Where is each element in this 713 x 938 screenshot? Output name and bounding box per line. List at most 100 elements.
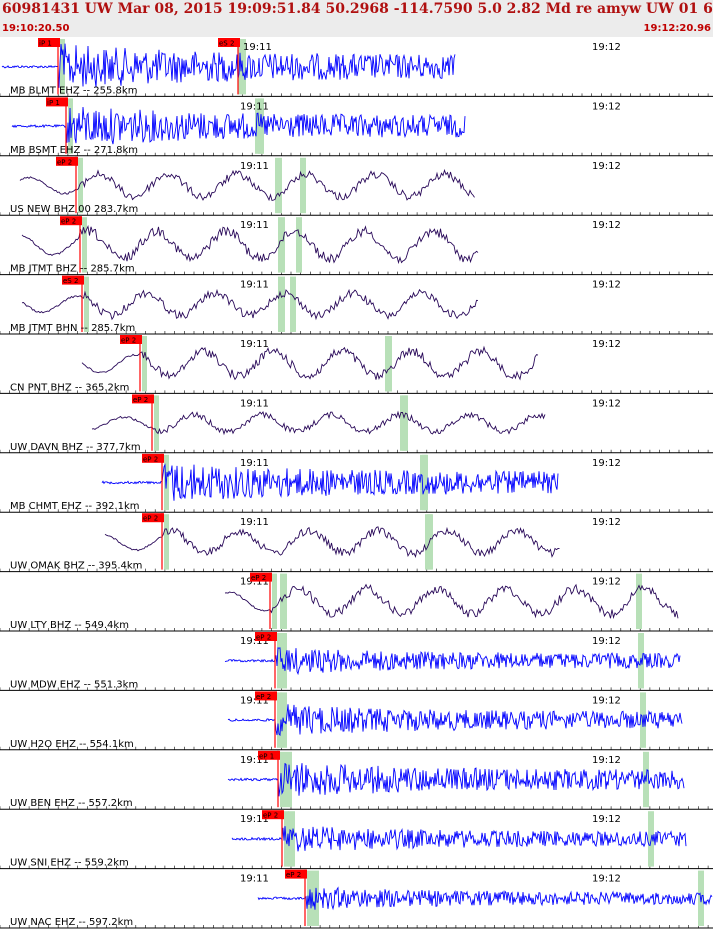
minute-label: 19:12 [592, 755, 621, 766]
trace-row[interactable]: 19:11 19:12 eP 2 US NEW BHZ 00 283.7km [0, 156, 713, 216]
window-band [258, 98, 264, 154]
pick-flag[interactable] [132, 394, 154, 404]
station-label: UW LTY BHZ -- 549.4km [10, 620, 129, 631]
pick-flag[interactable] [62, 275, 84, 285]
trace-row[interactable]: 19:11 19:12 eP 1 UW BEN EHZ -- 557.2km [0, 750, 713, 810]
window-band [300, 157, 306, 214]
pick-flag[interactable] [285, 869, 307, 879]
station-label: UW MDW EHZ -- 551.3km [10, 679, 138, 690]
trace-row[interactable]: 19:11 19:12 eP 2 UW MDW EHZ -- 551.3km [0, 632, 713, 691]
trace-row[interactable]: 19:11 19:12 eP 2 UW SNI EHZ -- 559.2km [0, 810, 713, 870]
pick-flag[interactable] [255, 632, 277, 641]
trace-row[interactable]: 19:11 19:12 eP 2 MB CHMT EHZ -- 392.1km [0, 453, 713, 513]
pick-label: iP 1 [47, 99, 60, 107]
pick-flag[interactable] [142, 453, 164, 463]
minute-label: 19:12 [592, 161, 621, 172]
pick-flag[interactable] [258, 750, 280, 760]
pick-label: iP 1 [39, 40, 52, 48]
trace-row[interactable]: 19:11 19:12 eP 2 UW OMAK BHZ -- 395.4km [0, 513, 713, 573]
window-band [82, 217, 87, 273]
waveform [81, 345, 539, 381]
trace-row[interactable]: 19:11 19:12 iP 1 eS 2 MB BLMT EHZ -- 255.8km [0, 38, 713, 97]
window-band [636, 573, 642, 629]
waveform [257, 886, 713, 911]
window-band [386, 336, 392, 392]
waveform [227, 762, 685, 797]
pick-flag[interactable] [250, 572, 272, 582]
waveform [11, 106, 466, 145]
station-label: MB JTMT BHZ -- 285.7km [10, 264, 135, 275]
waveform [224, 583, 679, 620]
minute-label: 19:11 [240, 458, 269, 469]
minute-label: 19:11 [243, 42, 272, 53]
trace-row[interactable]: 19:11 19:12 eS 2 MB JTMT BHN -- 285.7km [0, 275, 713, 335]
window-band [275, 157, 282, 214]
pick-flag[interactable] [120, 335, 142, 344]
pick-label: eP 2 [256, 634, 271, 642]
trace-row[interactable]: 19:11 19:12 iP 1 MB BSMT EHZ -- 271.8km [0, 97, 713, 157]
event-header: 60981431 UW Mar 08, 2015 19:09:51.84 50.… [0, 0, 713, 37]
minute-label: 19:11 [240, 517, 269, 528]
minute-label: 19:11 [240, 101, 269, 112]
window-band [280, 751, 285, 808]
trace-row[interactable]: 19:11 19:12 eP 2 UW NAC EHZ -- 597.2km [0, 869, 713, 929]
pick-flag[interactable] [38, 38, 60, 47]
pick-label: eP 2 [61, 218, 76, 226]
pick-flag[interactable] [60, 216, 82, 226]
pick-label: eP 2 [57, 158, 72, 166]
window-band [164, 514, 169, 570]
pick-flag[interactable] [142, 513, 164, 523]
station-label: UW SNI EHZ -- 559.2km [10, 858, 129, 869]
minute-label: 19:12 [592, 814, 621, 825]
pick-label: eP 2 [251, 574, 266, 582]
minute-label: 19:11 [240, 280, 269, 291]
minute-label: 19:12 [592, 458, 621, 469]
minute-label: 19:12 [592, 42, 621, 53]
pick-flag[interactable] [262, 810, 284, 820]
pick-flag[interactable] [255, 691, 277, 701]
pick-label: eP 2 [133, 396, 148, 404]
window-band [296, 217, 302, 273]
trace-row[interactable]: 19:11 19:12 eP 2 UW LTY BHZ -- 549.4km [0, 572, 713, 632]
pick-flag[interactable] [46, 97, 68, 107]
station-label: UW OMAK BHZ -- 395.4km [10, 561, 142, 572]
waveform [19, 168, 475, 202]
station-label: MB CHMT EHZ -- 392.1km [10, 501, 140, 512]
window-band [142, 336, 147, 392]
window-band [277, 692, 282, 748]
minute-label: 19:12 [592, 339, 621, 350]
window-band [427, 514, 433, 570]
station-label: UW BEN EHZ -- 557.2km [10, 798, 133, 809]
window-band [78, 157, 83, 214]
window-band [277, 633, 282, 689]
station-label: US NEW BHZ 00 283.7km [10, 204, 138, 215]
minute-label: 19:12 [592, 577, 621, 588]
waveform [224, 647, 681, 676]
trace-row[interactable]: 19:11 19:12 eP 2 MB JTMT BHZ -- 285.7km [0, 216, 713, 276]
event-title: 60981431 UW Mar 08, 2015 19:09:51.84 50.… [2, 1, 713, 17]
pick-label: eP 1 [259, 752, 274, 760]
minute-label: 19:11 [240, 874, 269, 885]
pick-flag[interactable] [56, 156, 78, 166]
trace-row[interactable]: 19:11 19:12 eP 2 UW DAVN BHZ -- 377.7km [0, 394, 713, 454]
minute-label: 19:11 [240, 755, 269, 766]
station-label: MB JTMT BHN -- 285.7km [10, 323, 135, 334]
minute-label: 19:11 [240, 339, 269, 350]
waveform [91, 410, 546, 436]
minute-label: 19:12 [592, 636, 621, 647]
time-start: 19:10:20.50 [2, 23, 70, 34]
station-label: UW DAVN BHZ -- 377.7km [10, 442, 141, 453]
trace-row[interactable]: 19:11 19:12 eP 2 CN PNT BHZ -- 365.2km [0, 335, 713, 394]
minute-label: 19:12 [592, 280, 621, 291]
waveform [21, 288, 479, 321]
waveform [101, 463, 559, 501]
pick-flag[interactable] [218, 38, 240, 47]
window-band [278, 276, 285, 332]
trace-row[interactable]: 19:11 19:12 eP 2 UW H2O EHZ -- 554.1km [0, 691, 713, 751]
window-band [640, 692, 646, 748]
minute-label: 19:12 [592, 220, 621, 231]
window-band [84, 276, 89, 332]
window-band [280, 573, 287, 629]
